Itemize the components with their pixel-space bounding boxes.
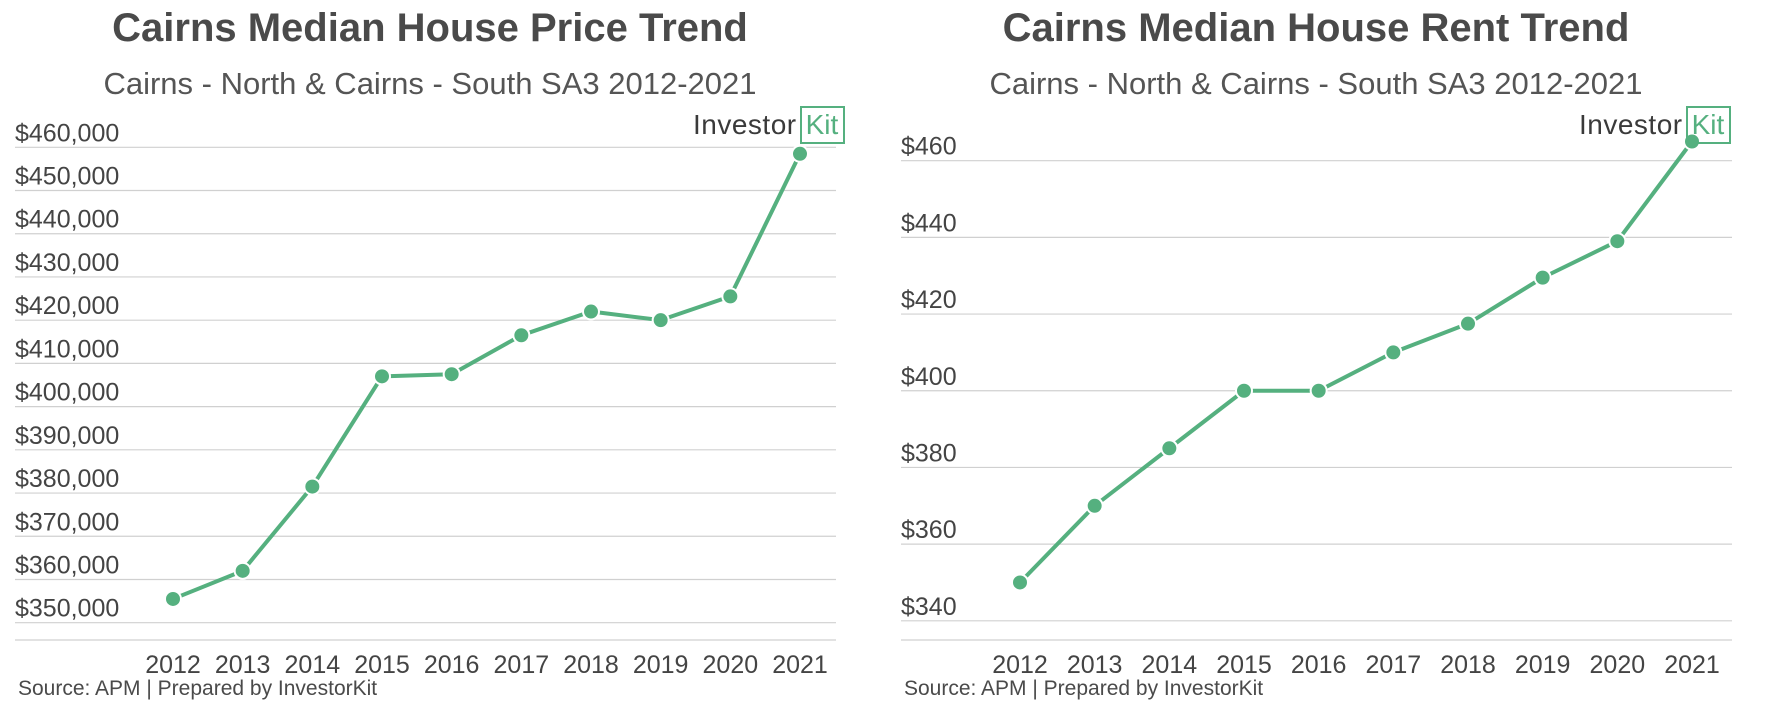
source-note: Source: APM | Prepared by InvestorKit: [904, 677, 1264, 700]
data-point: [1235, 381, 1253, 400]
y-tick-label: $450,000: [15, 163, 119, 191]
x-tick-label: 2015: [1216, 651, 1272, 679]
data-point: [1160, 439, 1179, 458]
x-tick-label: 2014: [1142, 651, 1198, 679]
data-point: [791, 144, 809, 163]
data-point: [303, 477, 322, 496]
investorkit-logo: Investor Kit: [1579, 106, 1732, 144]
price-chart-panel: Cairns Median House Price Trend Cairns -…: [0, 0, 886, 700]
x-tick-label: 2017: [1366, 651, 1422, 679]
x-tick-label: 2015: [354, 651, 410, 679]
y-tick-label: $430,000: [15, 249, 119, 277]
price-line-chart: $350,000 $360,000 $370,000 $380,000 $390,000…: [15, 119, 836, 679]
y-tick-label: $460: [901, 133, 957, 161]
investorkit-logo: Investor Kit: [693, 106, 846, 144]
x-tick-label: 2020: [1590, 651, 1646, 679]
y-tick-label: $380: [901, 439, 957, 467]
y-tick-label: $440: [901, 209, 957, 237]
data-point: [1309, 381, 1328, 400]
data-point: [1683, 132, 1701, 151]
chart-title: Cairns Median House Price Trend: [112, 6, 748, 50]
x-tick-label: 2021: [1664, 651, 1720, 679]
y-tick-label: $400,000: [15, 379, 119, 407]
data-point: [582, 302, 600, 321]
x-tick-label: 2016: [1291, 651, 1347, 679]
x-tick-label: 2012: [992, 651, 1048, 679]
data-point: [1011, 573, 1029, 592]
x-tick-label: 2017: [494, 651, 550, 679]
y-tick-label: $400: [901, 363, 957, 391]
data-point: [1459, 314, 1477, 333]
x-tick-label: 2020: [703, 651, 759, 679]
x-tick-label: 2016: [424, 651, 480, 679]
rent-line-chart: $340 $360 $380 $400 $420 $440 $460 2012 2013 2014…: [901, 132, 1732, 679]
chart-title: Cairns Median House Rent Trend: [1002, 6, 1630, 50]
logo-text: Investor: [1579, 109, 1683, 140]
chart-subtitle: Cairns - North & Cairns - South SA3 2012…: [103, 66, 757, 101]
data-point: [1608, 232, 1627, 251]
y-tick-label: $380,000: [15, 465, 119, 493]
data-point: [1384, 343, 1403, 362]
chart-subtitle: Cairns - North & Cairns - South SA3 2012…: [989, 66, 1643, 101]
y-tick-label: $340: [901, 593, 957, 621]
data-point: [651, 311, 670, 330]
logo-text: Investor: [693, 109, 797, 140]
y-tick-label: $440,000: [15, 206, 119, 234]
y-tick-label: $360,000: [15, 551, 119, 579]
x-tick-label: 2013: [215, 651, 271, 679]
source-note: Source: APM | Prepared by InvestorKit: [18, 677, 378, 700]
y-tick-label: $360: [901, 516, 957, 544]
logo-box-text: Kit: [1685, 106, 1732, 144]
data-point: [373, 367, 391, 386]
data-point: [1085, 496, 1104, 515]
data-point: [442, 365, 461, 384]
x-tick-label: 2021: [772, 651, 828, 679]
x-tick-label: 2013: [1067, 651, 1123, 679]
x-tick-label: 2018: [563, 651, 619, 679]
rent-chart-panel: Cairns Median House Rent Trend Cairns - …: [886, 0, 1772, 700]
series-line: [172, 152, 802, 601]
y-tick-label: $420: [901, 286, 957, 314]
y-tick-label: $350,000: [15, 595, 119, 623]
x-tick-label: 2018: [1440, 651, 1496, 679]
data-point: [1533, 268, 1552, 287]
x-tick-label: 2012: [145, 651, 201, 679]
x-tick-label: 2019: [633, 651, 689, 679]
y-tick-label: $390,000: [15, 422, 119, 450]
y-tick-label: $460,000: [15, 119, 119, 147]
x-tick-label: 2014: [285, 651, 341, 679]
series-line: [1018, 140, 1694, 584]
y-tick-label: $410,000: [15, 335, 119, 363]
logo-box-text: Kit: [799, 106, 846, 144]
data-point: [721, 287, 740, 306]
x-tick-label: 2019: [1515, 651, 1571, 679]
data-point: [233, 561, 252, 580]
y-tick-label: $420,000: [15, 292, 119, 320]
y-tick-label: $370,000: [15, 508, 119, 536]
data-point: [512, 326, 531, 345]
data-point: [164, 589, 182, 608]
